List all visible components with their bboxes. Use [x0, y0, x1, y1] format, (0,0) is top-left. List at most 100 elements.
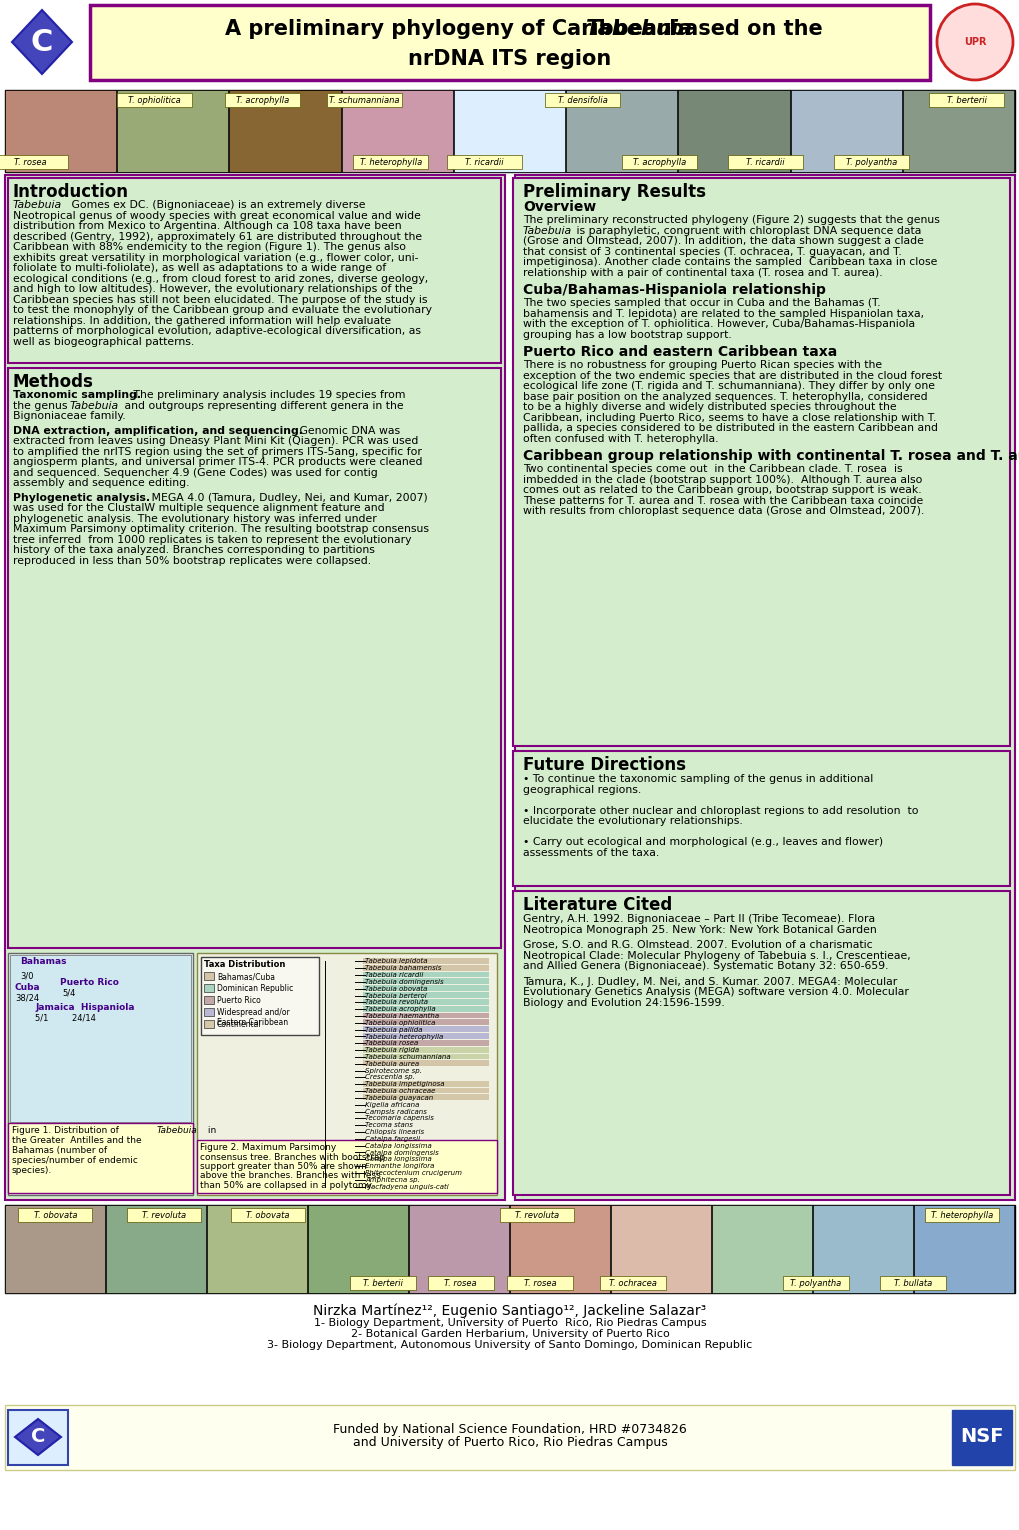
Bar: [229, 90, 340, 171]
Text: Overview: Overview: [523, 200, 596, 214]
Bar: [728, 155, 802, 168]
Text: Preliminary Results: Preliminary Results: [523, 184, 705, 200]
Text: Dominican Republic: Dominican Republic: [217, 984, 293, 993]
Text: 3/0: 3/0: [20, 972, 34, 981]
Bar: [5, 90, 1014, 171]
Bar: [545, 93, 620, 107]
Text: A preliminary phylogeny of Caribbean: A preliminary phylogeny of Caribbean: [225, 18, 679, 38]
Bar: [363, 1080, 488, 1086]
Text: Caribbean with 88% endemicity to the region (Figure 1). The genus also: Caribbean with 88% endemicity to the reg…: [13, 242, 406, 252]
Text: Maximum Parsimony optimality criterion. The resulting bootstrap consensus: Maximum Parsimony optimality criterion. …: [13, 523, 429, 534]
Text: Neotropica Monograph 25. New York: New York Botanical Garden: Neotropica Monograph 25. New York: New Y…: [523, 924, 876, 935]
Bar: [327, 93, 401, 107]
Bar: [363, 999, 488, 1005]
Bar: [678, 90, 789, 171]
Bar: [207, 1206, 307, 1293]
Text: was used for the ClustalW multiple sequence alignment feature and: was used for the ClustalW multiple seque…: [13, 503, 384, 513]
Bar: [566, 90, 677, 171]
Text: Macfadyena unguis-cati: Macfadyena unguis-cati: [365, 1184, 448, 1190]
Text: relationships. In addition, the gathered information will help evaluate: relationships. In addition, the gathered…: [13, 315, 390, 326]
Text: UPR: UPR: [963, 37, 985, 47]
Text: Figure 1. Distribution of: Figure 1. Distribution of: [12, 1126, 121, 1135]
Text: Tabebuia: Tabebuia: [157, 1126, 198, 1135]
Text: MEGA 4.0 (Tamura, Dudley, Nei, and Kumar, 2007): MEGA 4.0 (Tamura, Dudley, Nei, and Kumar…: [148, 493, 427, 502]
Text: T. rosea: T. rosea: [524, 1279, 556, 1288]
Bar: [204, 1008, 214, 1016]
Text: C: C: [31, 28, 53, 57]
Text: imbedded in the clade (bootstrap support 100%).  Although T. aurea also: imbedded in the clade (bootstrap support…: [523, 474, 921, 485]
Text: Caribbean group relationship with continental T. rosea and T. aurea: Caribbean group relationship with contin…: [523, 448, 1019, 464]
Bar: [610, 1206, 710, 1293]
Text: Puerto Rico: Puerto Rico: [217, 996, 261, 1005]
Text: tree inferred  from 1000 replicates is taken to represent the evolutionary: tree inferred from 1000 replicates is ta…: [13, 534, 411, 545]
Text: Tabebuia domingensis: Tabebuia domingensis: [365, 979, 443, 985]
Bar: [90, 5, 929, 80]
Bar: [204, 996, 214, 1004]
Text: angiosperm plants, and universal primer ITS-4. PCR products were cleaned: angiosperm plants, and universal primer …: [13, 457, 422, 467]
Bar: [513, 177, 1009, 747]
Text: Tabebuia ophiolitica: Tabebuia ophiolitica: [365, 1021, 435, 1027]
Text: phylogenetic analysis. The evolutionary history was inferred under: phylogenetic analysis. The evolutionary …: [13, 514, 376, 523]
Text: Tecomaria capensis: Tecomaria capensis: [365, 1115, 433, 1121]
Text: Tabebuia ochraceae: Tabebuia ochraceae: [365, 1088, 435, 1094]
Text: the genus: the genus: [13, 401, 71, 410]
Text: Caribbean, including Puerto Rico, seems to have a close relationship with T.: Caribbean, including Puerto Rico, seems …: [523, 413, 935, 422]
Text: and Allied Genera (Bignoniaceae). Systematic Botany 32: 650-659.: and Allied Genera (Bignoniaceae). System…: [523, 961, 888, 972]
Text: with the exception of T. ophiolitica. However, Cuba/Bahamas-Hispaniola: with the exception of T. ophiolitica. Ho…: [523, 318, 914, 329]
Bar: [8, 177, 500, 363]
Text: T. ricardii: T. ricardii: [746, 158, 784, 167]
Text: Enmanthe longifora: Enmanthe longifora: [365, 1163, 434, 1169]
Text: 3- Biology Department, Autonomous University of Santo Domingo, Dominican Republi: 3- Biology Department, Autonomous Univer…: [267, 1340, 752, 1349]
Bar: [225, 93, 300, 107]
Text: T. heterophylla: T. heterophylla: [930, 1210, 993, 1219]
Text: The preliminary reconstructed phylogeny (Figure 2) suggests that the genus: The preliminary reconstructed phylogeny …: [523, 216, 938, 225]
Text: assembly and sequence editing.: assembly and sequence editing.: [13, 477, 190, 488]
Text: T. ochracea: T. ochracea: [608, 1279, 656, 1288]
Text: Jamaica  Hispaniola: Jamaica Hispaniola: [35, 1004, 135, 1011]
Bar: [513, 890, 1009, 1195]
Bar: [10, 955, 191, 1121]
Bar: [5, 174, 504, 1200]
Text: Tabebuia: Tabebuia: [523, 225, 572, 236]
Bar: [363, 991, 488, 998]
Text: well as biogeographical patterns.: well as biogeographical patterns.: [13, 337, 194, 346]
Text: is paraphyletic, congruent with chloroplast DNA sequence data: is paraphyletic, congruent with chloropl…: [573, 225, 920, 236]
Text: Neotropical Clade: Molecular Phylogeny of Tabebuia s. l., Crescentieae,: Neotropical Clade: Molecular Phylogeny o…: [523, 950, 910, 961]
Text: foliolate to multi-foliolate), as well as adaptations to a wide range of: foliolate to multi-foliolate), as well a…: [13, 263, 386, 272]
Text: Tabebuia berteroi: Tabebuia berteroi: [365, 993, 426, 999]
Text: Phylogenetic analysis.: Phylogenetic analysis.: [13, 493, 150, 502]
Text: relationship with a pair of continental taxa (T. rosea and T. aurea).: relationship with a pair of continental …: [523, 268, 881, 277]
Text: The preliminary analysis includes 19 species from: The preliminary analysis includes 19 spe…: [129, 390, 406, 399]
Bar: [951, 1411, 1011, 1466]
Text: and high to low altitudes). However, the evolutionary relationships of the: and high to low altitudes). However, the…: [13, 285, 413, 294]
Text: These patterns for T. aurea and T. rosea with the Caribbean taxa coincide: These patterns for T. aurea and T. rosea…: [523, 496, 922, 505]
Polygon shape: [12, 11, 72, 73]
Text: Catalpa domingensis: Catalpa domingensis: [365, 1149, 438, 1155]
Bar: [204, 972, 214, 981]
Text: Funded by National Science Foundation, HRD #0734826: Funded by National Science Foundation, H…: [333, 1423, 686, 1437]
Text: consensus tree. Branches with bootstrap: consensus tree. Branches with bootstrap: [200, 1152, 385, 1161]
Bar: [341, 90, 452, 171]
Text: T. revoluta: T. revoluta: [142, 1210, 185, 1219]
Text: 2- Botanical Garden Herbarium, University of Puerto Rico: 2- Botanical Garden Herbarium, Universit…: [351, 1330, 668, 1339]
Text: species/number of endemic: species/number of endemic: [12, 1157, 138, 1164]
Bar: [117, 93, 192, 107]
Bar: [117, 90, 228, 171]
Bar: [363, 1019, 488, 1025]
Text: to amplified the nrITS region using the set of primers ITS-5ang, specific for: to amplified the nrITS region using the …: [13, 447, 422, 456]
Text: Catalpa longissima: Catalpa longissima: [365, 1143, 431, 1149]
Bar: [453, 90, 565, 171]
Text: Chilopsis linearis: Chilopsis linearis: [365, 1129, 424, 1135]
Text: NSF: NSF: [959, 1427, 1003, 1446]
Text: Bahamas (number of: Bahamas (number of: [12, 1146, 107, 1155]
Bar: [879, 1276, 945, 1290]
Text: than 50% are collapsed in a polytomy.: than 50% are collapsed in a polytomy.: [200, 1181, 373, 1190]
Text: Tecoma stans: Tecoma stans: [365, 1121, 413, 1128]
Bar: [5, 1206, 1014, 1293]
Text: Tabebuia aurea: Tabebuia aurea: [365, 1060, 419, 1066]
Bar: [8, 1411, 68, 1466]
Text: ecological conditions (e.g., from cloud forest to arid zones, diverse geology,: ecological conditions (e.g., from cloud …: [13, 274, 428, 283]
Bar: [363, 979, 488, 984]
Text: Tamura, K., J. Dudley, M. Nei, and S. Kumar. 2007. MEGA4: Molecular: Tamura, K., J. Dudley, M. Nei, and S. Ku…: [523, 976, 897, 987]
Text: Taxa Distribution: Taxa Distribution: [204, 959, 285, 968]
